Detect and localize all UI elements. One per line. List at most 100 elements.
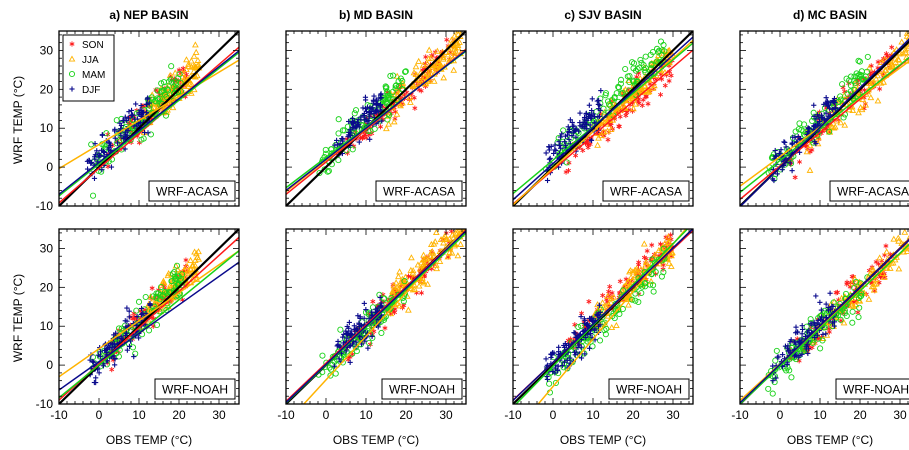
point-son-stroke	[573, 153, 579, 158]
point-mam	[563, 159, 570, 166]
point-mam	[115, 325, 123, 332]
point-djf	[362, 106, 369, 112]
point-djf	[813, 116, 819, 122]
point-djf	[356, 139, 362, 145]
point-djf	[566, 136, 572, 143]
point-son-stroke	[617, 114, 623, 119]
point-jja	[151, 299, 159, 306]
point-son	[809, 147, 815, 153]
point-mam	[795, 126, 802, 133]
point-son-stroke	[658, 92, 664, 97]
point-son	[585, 144, 591, 151]
point-djf	[547, 155, 553, 161]
point-son-stroke	[889, 45, 895, 49]
point-jja	[841, 121, 849, 128]
point-son	[645, 101, 651, 107]
panel-plot-area	[59, 31, 239, 206]
point-jja	[598, 132, 605, 139]
point-djf	[546, 156, 552, 162]
point-jja	[806, 142, 814, 149]
point-mam	[171, 90, 178, 97]
point-mam	[648, 61, 655, 68]
point-mam	[101, 142, 108, 149]
point-son-stroke	[344, 151, 350, 155]
point-son	[109, 366, 115, 373]
point-jja	[171, 69, 179, 76]
point-son-stroke	[643, 95, 649, 99]
point-jja	[887, 64, 895, 71]
point-son-stroke	[792, 175, 798, 180]
legend-marker-djf	[69, 86, 75, 92]
point-djf	[821, 116, 827, 122]
point-djf	[559, 131, 565, 137]
point-djf	[823, 95, 829, 101]
point-djf	[367, 136, 373, 142]
point-jja	[187, 89, 195, 96]
point-mam	[392, 82, 399, 90]
point-djf	[569, 132, 575, 139]
panel-title-mc: d) MC BASIN	[793, 8, 867, 22]
point-djf	[114, 140, 121, 146]
point-son-stroke	[378, 125, 383, 129]
one-to-one-line	[286, 31, 466, 206]
point-jja	[888, 63, 896, 70]
legend-label-djf: DJF	[82, 85, 100, 96]
point-mam	[154, 87, 161, 94]
point-jja	[869, 79, 877, 86]
point-djf	[567, 117, 573, 123]
point-mam	[653, 45, 661, 52]
point-jja	[427, 54, 435, 61]
point-mam	[335, 116, 342, 123]
point-mam	[622, 65, 629, 73]
point-djf	[146, 100, 152, 106]
point-mam	[798, 126, 805, 133]
point-mam	[351, 110, 358, 117]
point-son-stroke	[105, 132, 111, 137]
point-mam	[164, 87, 172, 94]
point-mam	[140, 135, 147, 142]
point-djf	[145, 130, 151, 136]
point-jja	[446, 48, 454, 55]
point-mam	[607, 102, 614, 109]
point-mam	[847, 73, 855, 80]
point-son	[444, 37, 450, 43]
regression-line-jja	[59, 59, 239, 170]
point-djf	[812, 122, 818, 128]
point-jja	[192, 48, 200, 55]
point-son-stroke	[423, 55, 429, 59]
point-mam	[393, 82, 400, 89]
point-mam	[619, 89, 626, 96]
point-jja	[645, 88, 653, 95]
point-mam	[844, 90, 851, 97]
point-djf	[108, 164, 115, 170]
point-son-stroke	[809, 148, 815, 152]
point-son	[105, 131, 111, 138]
point-jja	[179, 69, 187, 76]
point-jja	[190, 52, 198, 59]
point-son	[616, 123, 622, 129]
point-mam	[316, 169, 323, 177]
point-son-stroke	[176, 68, 182, 72]
point-djf	[99, 167, 105, 173]
point-jja	[161, 304, 168, 311]
point-jja	[664, 48, 671, 55]
point-djf	[124, 117, 130, 124]
point-son	[668, 72, 674, 79]
point-djf	[370, 105, 376, 111]
point-jja	[878, 58, 885, 65]
point-son	[423, 54, 429, 60]
point-son	[883, 51, 889, 57]
point-jja	[424, 60, 431, 67]
panel-plot-area	[740, 31, 909, 206]
point-djf	[143, 109, 150, 115]
point-djf	[544, 177, 551, 184]
legend-marker-son-stroke	[69, 42, 75, 46]
point-son-stroke	[668, 73, 674, 78]
point-djf	[573, 126, 579, 132]
point-djf	[782, 139, 788, 146]
point-mam	[602, 90, 610, 97]
x-axis-title-md: OBS TEMP (°C)	[333, 433, 419, 447]
point-son	[149, 285, 155, 291]
point-djf	[570, 123, 576, 129]
